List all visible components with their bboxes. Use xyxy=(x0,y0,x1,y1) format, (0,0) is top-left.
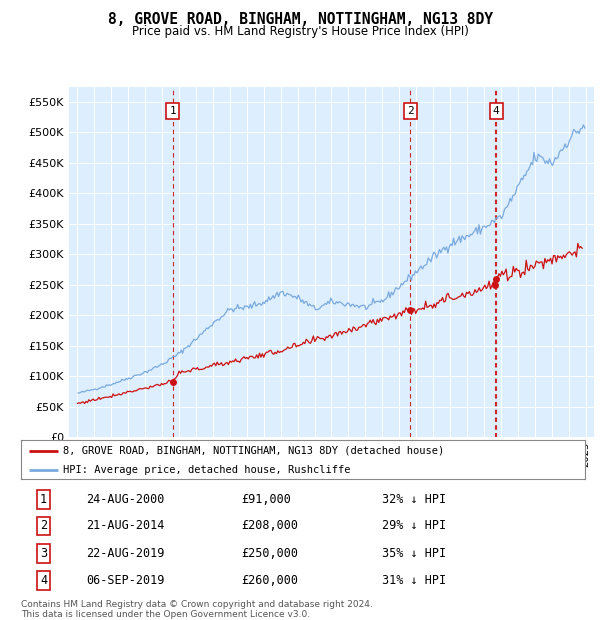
Text: 8, GROVE ROAD, BINGHAM, NOTTINGHAM, NG13 8DY: 8, GROVE ROAD, BINGHAM, NOTTINGHAM, NG13… xyxy=(107,12,493,27)
Text: £208,000: £208,000 xyxy=(241,520,298,533)
Text: Contains HM Land Registry data © Crown copyright and database right 2024.
This d: Contains HM Land Registry data © Crown c… xyxy=(21,600,373,619)
Text: 22-AUG-2019: 22-AUG-2019 xyxy=(86,547,164,560)
Text: 1: 1 xyxy=(170,106,176,116)
Text: 2: 2 xyxy=(40,520,47,533)
Text: HPI: Average price, detached house, Rushcliffe: HPI: Average price, detached house, Rush… xyxy=(64,465,351,475)
Text: Price paid vs. HM Land Registry's House Price Index (HPI): Price paid vs. HM Land Registry's House … xyxy=(131,25,469,38)
Text: 1: 1 xyxy=(40,493,47,506)
Text: £91,000: £91,000 xyxy=(241,493,291,506)
Text: 3: 3 xyxy=(40,547,47,560)
Text: 21-AUG-2014: 21-AUG-2014 xyxy=(86,520,164,533)
Text: 31% ↓ HPI: 31% ↓ HPI xyxy=(382,574,446,587)
Text: 24-AUG-2000: 24-AUG-2000 xyxy=(86,493,164,506)
Text: 4: 4 xyxy=(493,106,499,116)
Text: 35% ↓ HPI: 35% ↓ HPI xyxy=(382,547,446,560)
Text: 4: 4 xyxy=(40,574,47,587)
Text: 06-SEP-2019: 06-SEP-2019 xyxy=(86,574,164,587)
Text: £250,000: £250,000 xyxy=(241,547,298,560)
Text: 32% ↓ HPI: 32% ↓ HPI xyxy=(382,493,446,506)
Text: 8, GROVE ROAD, BINGHAM, NOTTINGHAM, NG13 8DY (detached house): 8, GROVE ROAD, BINGHAM, NOTTINGHAM, NG13… xyxy=(64,446,445,456)
Text: £260,000: £260,000 xyxy=(241,574,298,587)
Text: 2: 2 xyxy=(407,106,413,116)
Text: 29% ↓ HPI: 29% ↓ HPI xyxy=(382,520,446,533)
